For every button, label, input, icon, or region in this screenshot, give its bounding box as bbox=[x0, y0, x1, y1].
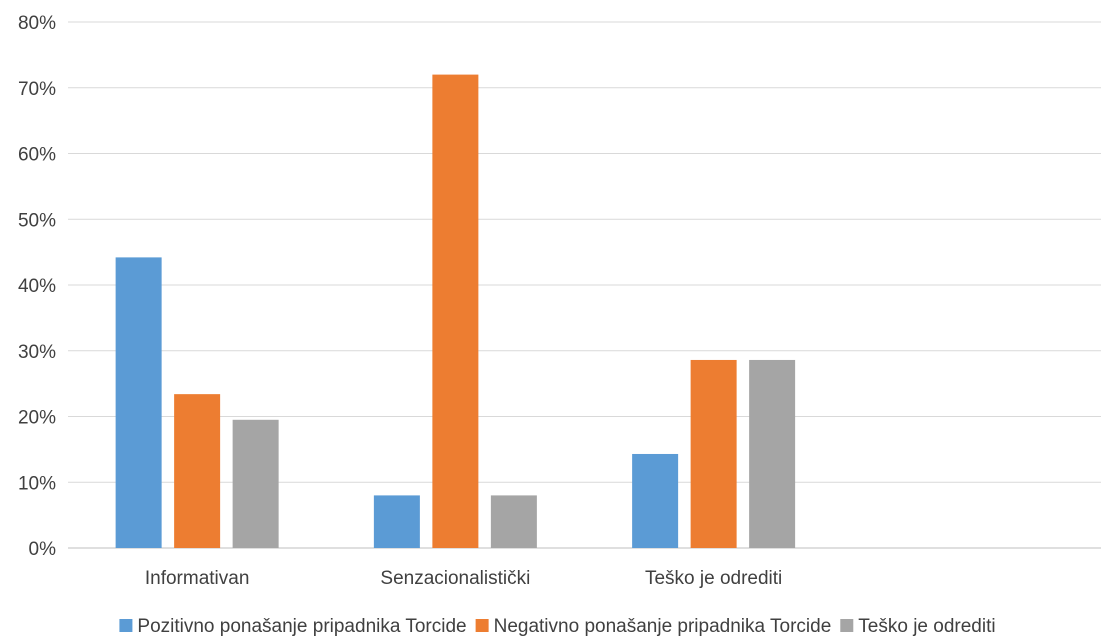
bar-3-2 bbox=[490, 495, 537, 548]
y-tick-label: 40% bbox=[18, 276, 56, 297]
y-tick-label: 20% bbox=[18, 408, 56, 429]
legend-label: Negativno ponašanje pripadnika Torcide bbox=[494, 616, 832, 637]
bar-1-2 bbox=[373, 495, 420, 548]
bar-1-3 bbox=[632, 453, 679, 548]
y-tick-label: 0% bbox=[29, 539, 57, 560]
legend-label: Teško je odrediti bbox=[858, 616, 995, 637]
y-tick-label: 30% bbox=[18, 342, 56, 363]
bar-1-1 bbox=[115, 257, 162, 548]
legend-item: Negativno ponašanje pripadnika Torcide bbox=[475, 616, 832, 637]
legend-label: Pozitivno ponašanje pripadnika Torcide bbox=[137, 616, 466, 637]
x-category-label: Senzacionalistički bbox=[380, 568, 530, 589]
legend-item: Teško je odrediti bbox=[840, 616, 996, 637]
y-tick-label: 50% bbox=[18, 210, 56, 231]
legend-swatch bbox=[840, 619, 854, 632]
legend-swatch bbox=[475, 619, 489, 632]
x-axis-category-labels: Informativan Senzacionalistički Teško je o… bbox=[145, 568, 782, 589]
x-category-label: Informativan bbox=[145, 568, 250, 589]
y-axis-tick-labels: 0% 10% 20% 30% 40% 50% 60% 70% 80% bbox=[18, 13, 56, 560]
bar-3-3 bbox=[749, 359, 796, 548]
bar-2-3 bbox=[690, 359, 737, 548]
y-tick-label: 80% bbox=[18, 13, 56, 34]
y-tick-label: 70% bbox=[18, 79, 56, 100]
bar-2-1 bbox=[174, 394, 221, 548]
gridlines bbox=[68, 21, 1101, 549]
y-tick-label: 10% bbox=[18, 473, 56, 494]
legend: Pozitivno ponašanje pripadnika Torcide Ne… bbox=[119, 616, 996, 637]
x-category-label: Teško je odrediti bbox=[645, 568, 782, 589]
legend-item: Pozitivno ponašanje pripadnika Torcide bbox=[119, 616, 467, 637]
bar-2-2 bbox=[432, 74, 479, 548]
y-tick-label: 60% bbox=[18, 145, 56, 166]
bar-3-1 bbox=[232, 419, 279, 548]
legend-swatch bbox=[119, 619, 133, 632]
bars bbox=[115, 74, 796, 548]
